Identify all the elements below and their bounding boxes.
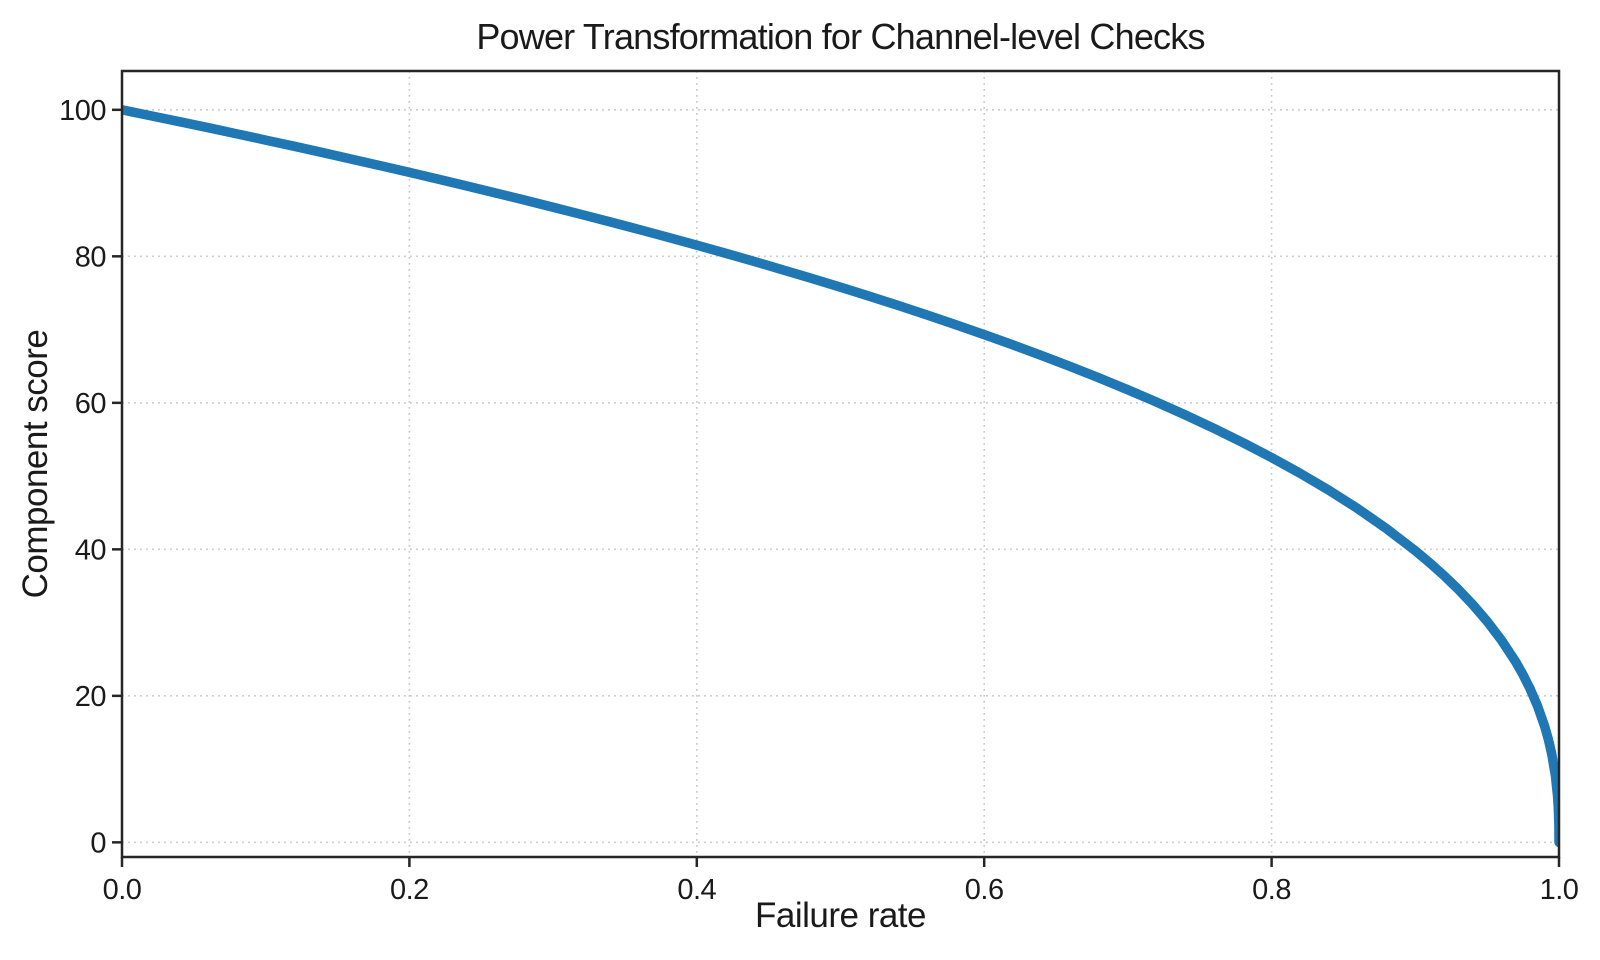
y-tick-label: 60 [75,388,106,420]
y-axis-label: Component score [16,329,55,599]
y-tick-label: 100 [59,95,106,127]
axes-spines [120,69,1561,859]
y-tick-label: 40 [75,534,106,566]
x-tick-label: 0.0 [103,874,142,906]
score-curve [122,105,1559,848]
x-axis-label: Failure rate [754,896,927,935]
x-tick-label: 0.2 [390,874,429,906]
x-tick-label: 0.4 [677,874,716,906]
y-tick-label: 80 [75,241,106,273]
x-tick-label: 0.8 [1252,874,1291,906]
y-tick-label: 0 [90,827,106,859]
x-tick-label: 1.0 [1540,874,1579,906]
y-tick-label: 20 [75,681,106,713]
x-tick-label: 0.6 [965,874,1004,906]
chart-title: Power Transformation for Channel-level C… [476,16,1205,57]
